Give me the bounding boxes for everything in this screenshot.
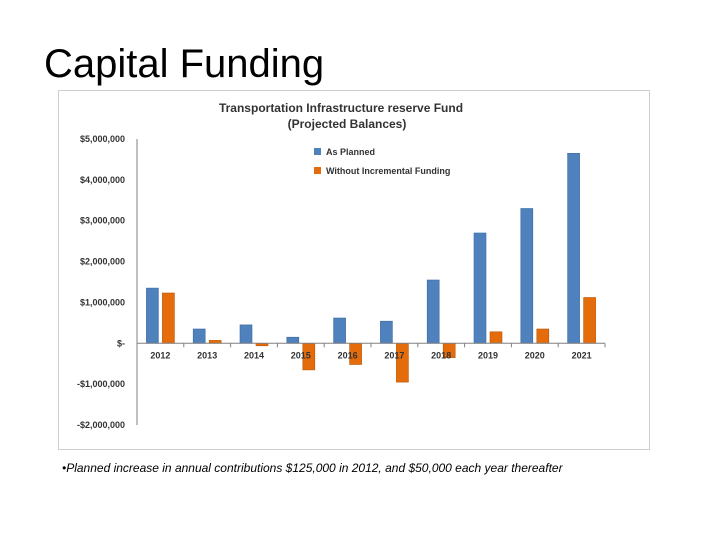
bar-as-planned-2019 <box>473 232 487 344</box>
y-tick-label: $3,000,000 <box>80 216 125 226</box>
footnote: •Planned increase in annual contribution… <box>62 461 563 475</box>
x-tick-label: 2019 <box>478 350 498 360</box>
bar-without-incremental-2020 <box>536 328 550 344</box>
bar-without-incremental-2019 <box>489 331 503 344</box>
bar-as-planned-2018 <box>426 279 440 344</box>
legend-swatch <box>314 148 321 155</box>
y-tick-label: -$2,000,000 <box>77 420 125 430</box>
x-tick-label: 2016 <box>338 350 358 360</box>
x-tick-label: 2021 <box>572 350 592 360</box>
x-tick-label: 2014 <box>244 350 264 360</box>
y-tick-label: -$1,000,000 <box>77 379 125 389</box>
y-axis-ticks: $5,000,000 $4,000,000 $3,000,000 $2,000,000… <box>77 134 125 430</box>
y-tick-label: $1,000,000 <box>80 297 125 307</box>
slide-title: Capital Funding <box>44 42 325 86</box>
bar-as-planned-2014 <box>239 324 253 344</box>
bars <box>146 152 596 383</box>
legend-label: Without Incremental Funding <box>326 166 450 176</box>
x-tick-label: 2013 <box>197 350 217 360</box>
bar-as-planned-2016 <box>333 317 346 344</box>
x-tick-label: 2015 <box>291 350 311 360</box>
legend: As Planned Without Incremental Funding <box>314 147 450 176</box>
chart-subtitle: (Projected Balances) <box>288 117 407 131</box>
x-axis-ticks: 2012 2013 2014 2015 2016 2017 2018 2019 2020 2021 <box>150 350 591 360</box>
x-tick-label: 2012 <box>150 350 170 360</box>
bar-as-planned-2013 <box>192 328 206 344</box>
bar-as-planned-2015 <box>286 336 300 344</box>
chart-frame: Transportation Infrastructure reserve Fu… <box>58 90 650 450</box>
axes <box>136 139 606 425</box>
legend-swatch <box>314 167 321 174</box>
bar-as-planned-2020 <box>520 208 534 344</box>
bar-chart: Transportation Infrastructure reserve Fu… <box>77 101 606 430</box>
y-tick-label: $2,000,000 <box>80 257 125 267</box>
bar-as-planned-2021 <box>567 152 580 344</box>
x-tick-label: 2017 <box>384 350 404 360</box>
bar-without-incremental-2021 <box>583 297 596 344</box>
bar-as-planned-2012 <box>146 287 159 344</box>
y-tick-label: $4,000,000 <box>80 175 125 185</box>
bar-as-planned-2017 <box>380 320 393 344</box>
x-tick-label: 2018 <box>431 350 451 360</box>
legend-label: As Planned <box>326 147 375 157</box>
y-tick-label: $5,000,000 <box>80 134 125 144</box>
chart-title: Transportation Infrastructure reserve Fu… <box>219 101 463 115</box>
y-tick-label: $- <box>117 338 125 348</box>
bar-without-incremental-2017 <box>396 343 409 383</box>
x-tick-label: 2020 <box>525 350 545 360</box>
bar-without-incremental-2012 <box>162 292 175 344</box>
